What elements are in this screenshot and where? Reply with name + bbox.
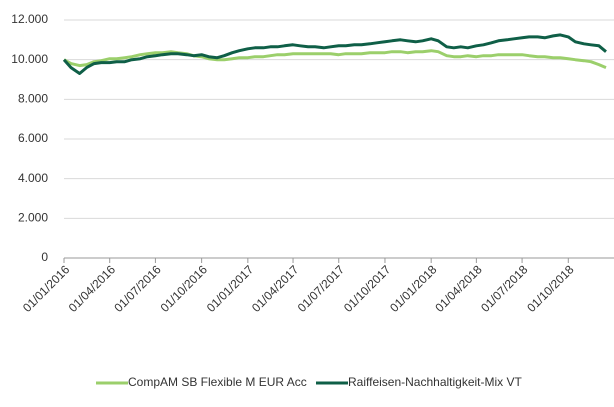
x-tick-label: 01/01/2016	[20, 262, 73, 315]
y-tick-label: 6.000	[18, 131, 48, 145]
y-tick-label: 2.000	[18, 211, 48, 225]
y-tick-label: 8.000	[18, 92, 48, 106]
x-tick-label: 01/10/2017	[341, 262, 394, 315]
y-tick-label: 12.000	[11, 12, 48, 26]
x-tick-label: 01/10/2018	[524, 262, 577, 315]
y-tick-label: 4.000	[18, 171, 48, 185]
y-tick-label: 10.000	[11, 52, 48, 66]
x-tick-label: 01/07/2017	[295, 262, 348, 315]
y-tick-label: 0	[41, 250, 48, 264]
x-tick-label: 01/07/2016	[111, 262, 164, 315]
series-line	[63, 49, 607, 69]
x-tick-label: 01/07/2018	[478, 262, 531, 315]
x-tick-label: 01/01/2017	[204, 262, 257, 315]
x-tick-label: 01/01/2018	[387, 262, 440, 315]
x-tick-label: 01/04/2016	[66, 262, 119, 315]
x-tick-label: 01/10/2016	[158, 262, 211, 315]
legend-label: Raiffeisen-Nachhaltigkeit-Mix VT	[348, 375, 523, 389]
x-tick-label: 01/04/2018	[432, 262, 485, 315]
series-line	[62, 33, 607, 75]
legend-label: CompAM SB Flexible M EUR Acc	[128, 375, 307, 389]
x-tick-label: 01/04/2017	[249, 262, 302, 315]
